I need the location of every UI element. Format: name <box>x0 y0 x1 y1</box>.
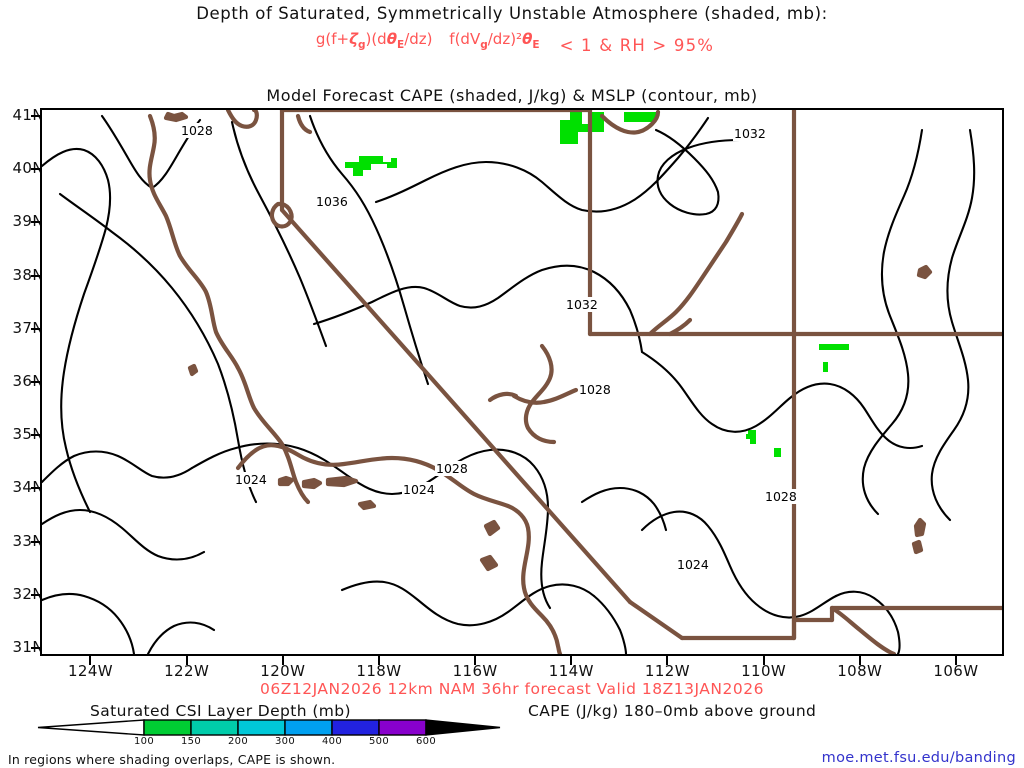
colorbar-swatch <box>331 719 380 736</box>
x-axis-label: 124W <box>67 662 113 680</box>
contour-value-label: 1028 <box>764 489 798 504</box>
y-axis-tick <box>31 168 40 171</box>
x-axis-tick <box>185 656 188 665</box>
colorbar-swatch <box>190 719 239 736</box>
colorbar-tick-label: 500 <box>369 736 389 747</box>
y-axis-label: 37N <box>12 318 44 337</box>
x-axis-label: 120W <box>260 662 306 680</box>
formula-condition: < 1 & RH > 95% <box>559 36 715 55</box>
x-axis-label: 122W <box>164 662 210 680</box>
colorbar-swatch <box>378 719 427 736</box>
y-axis-tick <box>31 114 40 117</box>
y-axis-label: 35N <box>12 425 44 444</box>
x-axis-tick <box>954 656 957 665</box>
x-axis-tick <box>474 656 477 665</box>
y-axis-tick <box>31 540 40 543</box>
legend-right-title: CAPE (J/kg) 180–0mb above ground <box>528 702 817 720</box>
formula-denominator: f(dVg/dz)²θE <box>449 30 540 52</box>
y-axis-tick <box>31 274 40 277</box>
x-axis-tick <box>858 656 861 665</box>
map-canvas[interactable]: 1028 1036 1032 1032 1028 1028 1024 1024 1028 1024 <box>40 108 1004 656</box>
x-axis-label: 112W <box>644 662 690 680</box>
colorbar-tick-label: 100 <box>134 736 154 747</box>
colorbar-tick-label: 600 <box>416 736 436 747</box>
credit-link[interactable]: moe.met.fsu.edu/banding <box>821 750 1016 766</box>
x-axis-label: 108W <box>837 662 883 680</box>
x-axis-label: 110W <box>741 662 787 680</box>
contour-value-label: 1028 <box>578 382 612 397</box>
colorbar-under-arrow <box>37 719 145 736</box>
contour-value-label: 1028 <box>435 461 469 476</box>
geography-layer <box>147 110 1002 654</box>
page-subtitle: Model Forecast CAPE (shaded, J/kg) & MSL… <box>266 86 758 105</box>
colorbar-swatch <box>237 719 286 736</box>
contour-value-label: 1032 <box>733 126 767 141</box>
contour-value-label: 1024 <box>402 482 436 497</box>
colorbar[interactable]: 100 150 200 300 400 500 600 <box>26 718 510 752</box>
colorbar-tick-label: 400 <box>322 736 342 747</box>
y-axis-label: 38N <box>12 265 44 284</box>
y-axis-tick <box>31 593 40 596</box>
x-axis-tick <box>377 656 380 665</box>
x-axis-label: 106W <box>933 662 979 680</box>
x-axis-label: 114W <box>548 662 594 680</box>
colorbar-swatch <box>143 719 192 736</box>
contour-value-label: 1024 <box>676 557 710 572</box>
mslp-contour-layer <box>42 114 976 654</box>
x-axis-tick <box>89 656 92 665</box>
colorbar-tick-label: 200 <box>228 736 248 747</box>
cape-shading-layer <box>345 112 849 457</box>
x-axis-label: 118W <box>356 662 402 680</box>
x-axis-tick <box>570 656 573 665</box>
y-axis-label: 40N <box>12 159 44 178</box>
colorbar-tick-label: 150 <box>181 736 201 747</box>
y-axis-label: 33N <box>12 531 44 550</box>
y-axis-tick <box>31 434 40 437</box>
y-axis-tick <box>31 327 40 330</box>
y-axis-label: 32N <box>12 584 44 603</box>
overlap-note: In regions where shading overlaps, CAPE … <box>8 752 336 767</box>
y-axis-tick <box>31 647 40 650</box>
y-axis-label: 36N <box>12 372 44 390</box>
y-axis-tick <box>31 487 40 490</box>
colorbar-graphic <box>37 719 501 736</box>
formula-numerator: g(f+ζg)(dθE/dz) <box>315 30 433 52</box>
contour-value-label: 1028 <box>180 123 214 138</box>
map-graphics <box>42 110 1002 654</box>
legend-left-title: Saturated CSI Layer Depth (mb) <box>90 702 351 720</box>
contour-value-label: 1024 <box>234 472 268 487</box>
contour-value-label: 1036 <box>315 194 349 209</box>
x-axis-tick <box>666 656 669 665</box>
formula-fraction: g(f+ζg)(dθE/dz) f(dVg/dz)²θE <box>310 30 546 52</box>
y-axis-label: 39N <box>12 212 44 231</box>
x-axis-tick <box>281 656 284 665</box>
contour-value-label: 1032 <box>565 297 599 312</box>
colorbar-swatch <box>284 719 333 736</box>
y-axis-label: 41N <box>12 105 44 124</box>
y-axis-label: 31N <box>12 638 44 657</box>
x-axis-label: 116W <box>452 662 498 680</box>
colorbar-tick-label: 300 <box>275 736 295 747</box>
csi-criterion-formula: g(f+ζg)(dθE/dz) f(dVg/dz)²θE < 1 & RH > … <box>0 28 1024 55</box>
forecast-valid-line: 06Z12JAN2026 12km NAM 36hr forecast Vali… <box>260 680 764 698</box>
colorbar-over-arrow <box>425 719 501 736</box>
page-title: Depth of Saturated, Symmetrically Unstab… <box>196 4 828 23</box>
x-axis-tick <box>762 656 765 665</box>
y-axis-label: 34N <box>12 478 44 497</box>
y-axis-tick <box>31 381 40 383</box>
y-axis-tick <box>31 221 40 224</box>
